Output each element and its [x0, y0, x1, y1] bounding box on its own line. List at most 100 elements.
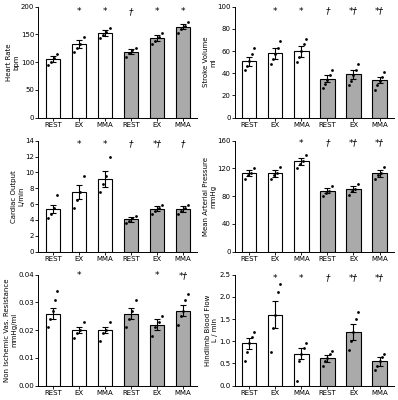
Point — [246, 340, 252, 347]
Point — [378, 169, 384, 176]
Point — [353, 316, 359, 322]
Point — [372, 176, 378, 182]
Point — [274, 169, 280, 176]
Point — [100, 330, 107, 336]
Bar — [320, 358, 335, 386]
Point — [378, 74, 385, 80]
Y-axis label: Stroke Volume
ml: Stroke Volume ml — [203, 37, 216, 88]
Point — [272, 312, 279, 318]
Point — [77, 189, 84, 196]
Point — [251, 165, 257, 172]
Point — [372, 87, 378, 93]
Point — [320, 362, 326, 369]
Point — [320, 84, 326, 91]
Point — [185, 202, 191, 208]
Point — [267, 176, 274, 182]
Point — [277, 38, 283, 44]
Point — [71, 205, 77, 211]
Bar — [72, 192, 86, 252]
Bar — [176, 209, 190, 252]
Point — [375, 172, 381, 178]
Text: *†: *† — [179, 271, 187, 280]
Point — [45, 324, 51, 330]
Point — [158, 202, 165, 208]
Text: *†: *† — [375, 138, 384, 148]
Point — [74, 197, 80, 203]
Point — [277, 280, 283, 287]
Point — [71, 49, 77, 55]
Point — [48, 59, 55, 65]
Bar — [346, 74, 361, 118]
Point — [296, 358, 302, 364]
Y-axis label: Heart Rate
bpm: Heart Rate bpm — [6, 44, 20, 81]
Text: *†: *† — [152, 140, 162, 148]
Bar — [46, 209, 60, 252]
Bar — [346, 189, 361, 252]
Bar — [373, 361, 387, 386]
Point — [52, 296, 59, 303]
Text: *†: *† — [349, 6, 358, 16]
Point — [349, 188, 355, 194]
Point — [126, 218, 133, 224]
Text: *†: *† — [349, 138, 358, 148]
Point — [152, 324, 158, 330]
Y-axis label: Hindlimb Blood Flow
L / min: Hindlimb Blood Flow L / min — [205, 294, 218, 366]
Point — [329, 67, 335, 73]
Text: *: * — [181, 7, 185, 16]
Bar — [294, 354, 308, 386]
Bar — [46, 314, 60, 386]
Point — [345, 347, 352, 353]
Text: †: † — [325, 6, 330, 16]
Y-axis label: Cardiac Output
L/min: Cardiac Output L/min — [11, 170, 24, 222]
Point — [242, 67, 248, 73]
Point — [129, 308, 136, 314]
Point — [246, 58, 252, 64]
Point — [297, 160, 303, 167]
Bar — [268, 53, 283, 118]
Point — [381, 69, 387, 75]
Point — [181, 205, 188, 211]
Point — [303, 151, 309, 158]
Point — [48, 210, 55, 217]
Point — [126, 50, 133, 56]
Text: *†: *† — [349, 274, 358, 283]
Bar — [373, 173, 387, 252]
Point — [372, 367, 378, 373]
Point — [345, 192, 352, 198]
Point — [50, 308, 56, 314]
Text: *: * — [76, 271, 81, 280]
Point — [345, 82, 352, 89]
Text: †: † — [325, 138, 330, 148]
Bar — [150, 209, 164, 252]
Bar — [320, 79, 335, 118]
Point — [377, 78, 383, 84]
Point — [293, 378, 300, 384]
Point — [155, 34, 162, 40]
Point — [178, 313, 184, 320]
Text: *: * — [299, 138, 304, 148]
Point — [80, 173, 87, 180]
Bar — [176, 311, 190, 386]
Point — [381, 164, 387, 170]
Point — [355, 61, 361, 68]
Point — [77, 41, 84, 48]
Point — [77, 327, 84, 333]
Bar — [268, 315, 283, 386]
Bar — [98, 33, 112, 118]
Point — [267, 349, 274, 356]
Point — [181, 23, 188, 29]
Point — [293, 59, 300, 65]
Point — [327, 72, 333, 79]
Point — [133, 213, 139, 219]
Point — [350, 329, 357, 336]
Text: *: * — [155, 271, 159, 280]
Point — [303, 36, 309, 42]
Point — [275, 289, 281, 296]
Point — [100, 32, 107, 38]
Point — [242, 358, 248, 364]
Point — [45, 215, 51, 222]
Point — [97, 34, 103, 41]
Text: *: * — [273, 274, 277, 283]
Bar — [98, 179, 112, 252]
Point — [103, 327, 109, 333]
